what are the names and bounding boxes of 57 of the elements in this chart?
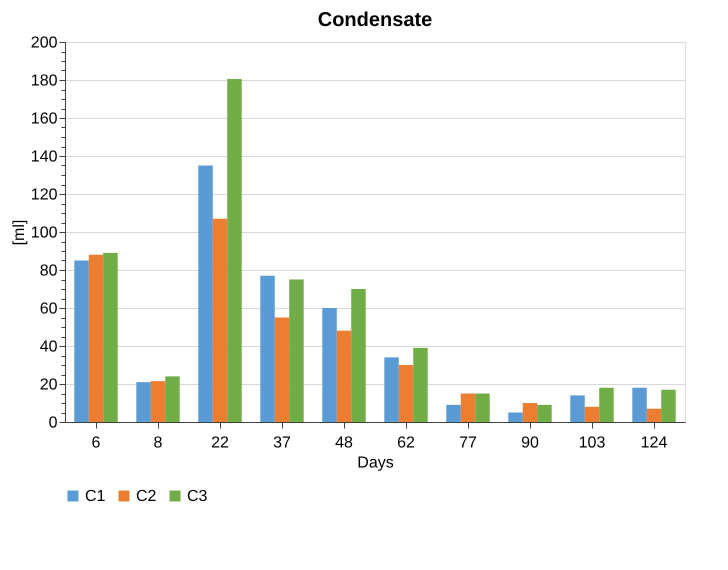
y-tick-label: 120: [30, 186, 58, 204]
legend-label: C2: [136, 488, 157, 505]
bar: [584, 406, 600, 422]
bar: [398, 365, 414, 422]
x-tick-label: 22: [211, 434, 229, 452]
bar: [508, 412, 523, 422]
bar: [260, 276, 275, 422]
bar: [460, 394, 476, 422]
y-tick-label: 40: [40, 338, 58, 356]
y-tick-label: 200: [30, 34, 58, 52]
y-tick-label: 0: [48, 414, 58, 432]
bar: [537, 404, 552, 422]
x-tick-label: 124: [640, 434, 668, 452]
legend-label: C3: [187, 488, 208, 505]
bar: [289, 280, 304, 422]
y-axis-title: [ml]: [10, 220, 28, 246]
x-tick-label: 6: [92, 434, 101, 452]
y-tick-label: 80: [40, 262, 58, 280]
x-axis-title: Days: [357, 454, 394, 472]
bar: [198, 166, 213, 422]
bar: [336, 330, 352, 422]
y-tick-label: 100: [30, 224, 58, 242]
bar: [103, 252, 118, 422]
bar: [136, 382, 151, 422]
bar: [413, 348, 428, 422]
bar: [165, 376, 180, 422]
y-tick-label: 20: [40, 376, 58, 394]
y-tick-label: 160: [30, 110, 58, 128]
bar: [384, 357, 399, 422]
bar: [632, 388, 647, 422]
bar: [88, 254, 104, 422]
legend-label: C1: [85, 488, 106, 505]
y-tick-label: 180: [30, 72, 58, 90]
y-tick-label: 60: [40, 300, 58, 318]
bar: [351, 289, 366, 422]
x-tick-label: 62: [397, 434, 415, 452]
bar: [212, 218, 228, 422]
bar: [570, 395, 585, 422]
y-tick-label: 140: [30, 148, 58, 166]
bar: [274, 318, 290, 422]
bar: [446, 404, 461, 422]
x-tick-label: 37: [273, 434, 291, 452]
x-tick-label: 90: [521, 434, 539, 452]
chart-title: Condensate: [318, 9, 432, 31]
bar: [646, 408, 662, 422]
bar: [475, 394, 490, 422]
bar: [227, 79, 242, 422]
x-tick-label: 48: [335, 434, 353, 452]
bar: [599, 388, 614, 422]
bar: [150, 381, 166, 422]
bar: [661, 390, 676, 422]
bar: [322, 308, 337, 422]
x-tick-label: 103: [578, 434, 606, 452]
bar: [522, 403, 538, 422]
bar: [74, 260, 89, 422]
x-tick-label: 8: [154, 434, 163, 452]
x-tick-label: 77: [459, 434, 477, 452]
